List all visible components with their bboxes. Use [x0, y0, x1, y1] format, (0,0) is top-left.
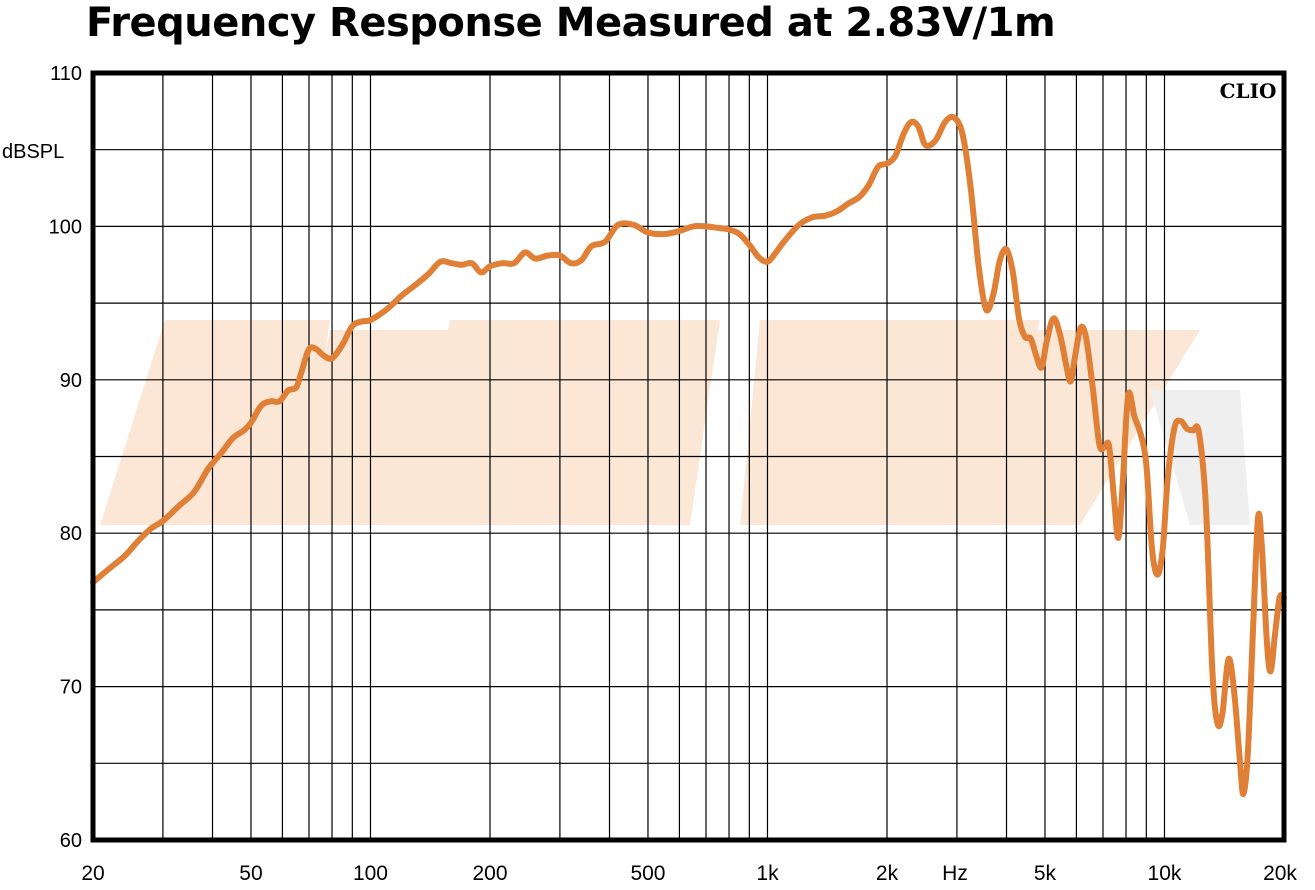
y-tick-label: 70: [60, 677, 82, 699]
chart-title: Frequency Response Measured at 2.83V/1m: [86, 0, 1056, 46]
y-tick-label: 110: [50, 63, 82, 85]
y-tick-label: 80: [60, 523, 82, 545]
chart-grid: [93, 73, 1284, 840]
x-tick-label: 500: [630, 862, 665, 885]
series-layer: [90, 113, 1287, 798]
x-tick-label: 5k: [1034, 862, 1057, 885]
x-tick-label: 2k: [876, 862, 899, 885]
clio-brand-label: CLIO: [1220, 79, 1277, 103]
x-tick-label: 20k: [1263, 862, 1297, 885]
y-axis-label: dBSPL: [2, 141, 64, 163]
plot-frame: [90, 70, 1287, 843]
x-axis-ticks: 20 50 100 200 500 1k 2k 5k 10k 20k: [81, 862, 1297, 885]
x-tick-label: 1k: [756, 862, 779, 885]
y-tick-label: 100: [49, 216, 82, 238]
y-axis-ticks: 110 100 90 80 70 60: [49, 63, 82, 852]
x-tick-label: 200: [472, 862, 507, 885]
y-tick-label: 90: [60, 370, 82, 392]
response-curve: [90, 113, 1287, 798]
y-tick-label: 60: [60, 830, 82, 852]
x-axis-label: Hz: [942, 862, 968, 885]
x-tick-label: 20: [81, 862, 104, 885]
x-tick-label: 100: [353, 862, 388, 885]
x-tick-label: 10k: [1148, 862, 1182, 885]
x-tick-label: 50: [239, 862, 262, 885]
